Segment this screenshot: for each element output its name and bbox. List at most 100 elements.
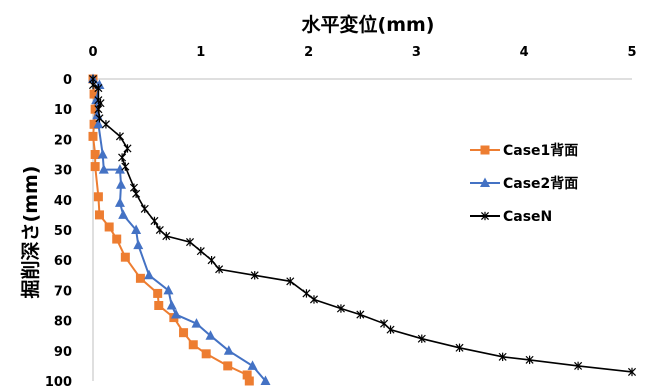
y-tick-label: 50	[54, 224, 72, 239]
data-point-square	[120, 252, 130, 262]
data-point-triangle	[191, 318, 202, 328]
data-point-star	[162, 231, 171, 241]
data-point-square	[223, 361, 233, 371]
legend-item: CaseN	[470, 209, 552, 225]
data-point-square	[90, 162, 100, 172]
data-point-star	[215, 265, 224, 274]
legend-label: CaseN	[503, 209, 552, 225]
legend-item: Case2背面	[470, 175, 578, 192]
data-point-star	[132, 189, 141, 198]
data-point-square	[88, 131, 98, 141]
data-point-triangle	[133, 239, 144, 250]
y-tick-label: 90	[54, 345, 72, 360]
data-point-triangle	[223, 345, 234, 355]
data-point-star	[140, 204, 149, 214]
data-point-triangle	[144, 269, 155, 280]
data-point-triangle	[131, 224, 142, 234]
data-point-square	[94, 210, 104, 220]
data-point-star	[250, 271, 259, 280]
legend-label: Case1背面	[503, 142, 578, 159]
series-line	[92, 79, 633, 373]
data-point-triangle	[166, 300, 177, 310]
x-tick-label: 1	[196, 45, 205, 60]
x-tick-label: 3	[412, 45, 421, 60]
data-point-star	[207, 256, 216, 265]
data-point-star	[356, 310, 365, 319]
data-point-square	[179, 328, 189, 338]
data-point-star	[123, 144, 132, 153]
y-axis-title: 掘削深さ(mm)	[19, 166, 42, 299]
data-point-triangle	[114, 197, 125, 207]
y-tick-label: 20	[54, 133, 72, 148]
data-point-square	[104, 222, 114, 232]
data-point-square	[480, 145, 490, 155]
data-point-star	[455, 343, 464, 352]
legend: Case1背面 Case2背面 CaseN	[470, 142, 578, 225]
data-point-triangle	[247, 360, 258, 370]
data-point-triangle	[116, 179, 127, 189]
data-point-triangle	[205, 330, 216, 340]
data-point-star	[185, 237, 195, 247]
series-1	[88, 74, 254, 386]
data-point-square	[135, 273, 145, 283]
data-point-star	[121, 162, 130, 171]
data-point-square	[90, 104, 100, 114]
data-point-star	[386, 325, 395, 334]
y-tick-label: 10	[54, 103, 72, 118]
data-point-star	[150, 216, 159, 226]
data-point-star	[118, 153, 127, 162]
data-point-star	[480, 211, 490, 221]
data-point-square	[89, 119, 99, 129]
data-point-star	[525, 355, 534, 365]
y-tick-label: 30	[54, 164, 72, 179]
data-point-star	[417, 334, 426, 343]
data-point-triangle	[118, 209, 129, 219]
data-point-star	[336, 304, 345, 313]
y-tick-label: 60	[54, 254, 72, 269]
legend-label: Case2背面	[503, 175, 578, 192]
data-point-star	[196, 246, 205, 256]
x-tick-label: 0	[88, 45, 97, 60]
series-2	[88, 73, 271, 385]
data-point-star	[115, 132, 124, 141]
data-point-star	[302, 289, 311, 298]
data-point-square	[89, 89, 99, 99]
data-point-star	[95, 114, 104, 123]
legend-item: Case1背面	[470, 142, 578, 159]
x-axis-title: 水平変位(mm)	[302, 13, 435, 36]
data-point-star	[574, 361, 583, 371]
data-point-square	[188, 340, 198, 350]
data-point-star	[101, 120, 110, 129]
data-point-square	[153, 288, 163, 298]
data-point-triangle	[98, 164, 109, 174]
series-3	[88, 74, 637, 377]
data-point-triangle	[93, 118, 104, 129]
data-point-square	[242, 370, 252, 380]
data-point-star	[627, 367, 637, 377]
data-point-square	[154, 301, 164, 310]
data-point-star	[498, 352, 507, 362]
x-tick-label: 2	[304, 45, 313, 60]
data-point-star	[88, 80, 98, 90]
data-point-star	[94, 83, 103, 93]
data-point-square	[90, 150, 100, 159]
x-tick-label: 4	[520, 45, 529, 60]
data-point-triangle	[163, 284, 174, 295]
data-point-triangle	[480, 177, 490, 187]
data-point-star	[309, 295, 319, 304]
data-point-star	[380, 319, 389, 328]
y-tick-label: 70	[54, 284, 72, 299]
y-tick-label: 40	[54, 194, 72, 209]
data-point-square	[244, 376, 254, 386]
y-tick-label: 100	[45, 375, 72, 390]
data-point-triangle	[114, 164, 125, 174]
series-line	[91, 78, 251, 382]
y-tick-label: 0	[63, 73, 72, 88]
y-tick-label: 80	[54, 315, 72, 330]
data-point-triangle	[171, 309, 182, 319]
data-point-triangle	[97, 149, 108, 159]
x-tick-label: 5	[627, 45, 636, 60]
data-point-square	[112, 234, 122, 244]
